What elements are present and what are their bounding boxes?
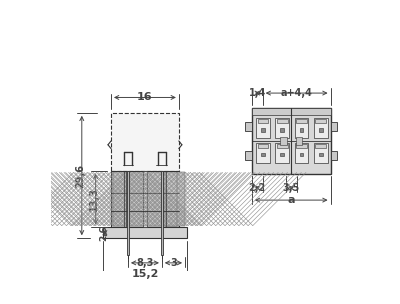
Bar bbox=[280, 137, 287, 145]
Text: 13,3: 13,3 bbox=[89, 187, 99, 211]
Text: 16: 16 bbox=[137, 92, 153, 102]
Bar bbox=[319, 128, 323, 132]
Bar bbox=[330, 151, 338, 160]
Text: 8,3: 8,3 bbox=[136, 258, 154, 268]
Bar bbox=[245, 151, 252, 160]
Bar bbox=[252, 109, 330, 115]
Bar bbox=[258, 144, 268, 147]
Text: 2,6: 2,6 bbox=[99, 225, 108, 241]
Bar bbox=[314, 143, 328, 163]
Bar bbox=[315, 144, 326, 147]
Bar bbox=[252, 109, 330, 174]
Bar bbox=[280, 153, 284, 157]
Bar bbox=[127, 171, 129, 255]
Text: 3: 3 bbox=[170, 258, 177, 268]
Bar bbox=[277, 119, 288, 123]
Bar bbox=[296, 137, 302, 145]
Bar bbox=[330, 122, 338, 131]
Bar bbox=[165, 172, 177, 226]
Text: 2,2: 2,2 bbox=[249, 183, 266, 193]
Bar bbox=[294, 143, 308, 163]
Bar bbox=[160, 171, 163, 255]
Bar bbox=[296, 144, 307, 147]
Bar bbox=[143, 171, 147, 227]
Text: a+4,4: a+4,4 bbox=[281, 88, 312, 98]
Bar bbox=[280, 128, 284, 132]
Bar bbox=[294, 118, 308, 138]
Bar bbox=[315, 119, 326, 123]
Bar bbox=[103, 227, 186, 238]
Bar bbox=[111, 171, 179, 227]
Bar bbox=[113, 172, 185, 226]
Bar bbox=[275, 143, 289, 163]
Bar bbox=[296, 119, 307, 123]
Bar bbox=[245, 122, 252, 131]
Bar bbox=[300, 128, 303, 132]
Bar bbox=[258, 119, 268, 123]
Bar bbox=[111, 113, 179, 171]
Bar bbox=[261, 153, 265, 157]
Text: 15,2: 15,2 bbox=[131, 269, 159, 279]
Text: 3,5: 3,5 bbox=[283, 183, 300, 193]
Bar bbox=[314, 118, 328, 138]
Bar bbox=[275, 118, 289, 138]
Text: 1,4: 1,4 bbox=[249, 88, 266, 98]
Bar bbox=[300, 153, 303, 157]
Bar bbox=[261, 128, 265, 132]
Text: a: a bbox=[288, 195, 295, 205]
Text: 29,6: 29,6 bbox=[75, 164, 85, 188]
Bar bbox=[256, 143, 270, 163]
Bar bbox=[277, 144, 288, 147]
Bar bbox=[256, 118, 270, 138]
Bar bbox=[319, 153, 323, 157]
